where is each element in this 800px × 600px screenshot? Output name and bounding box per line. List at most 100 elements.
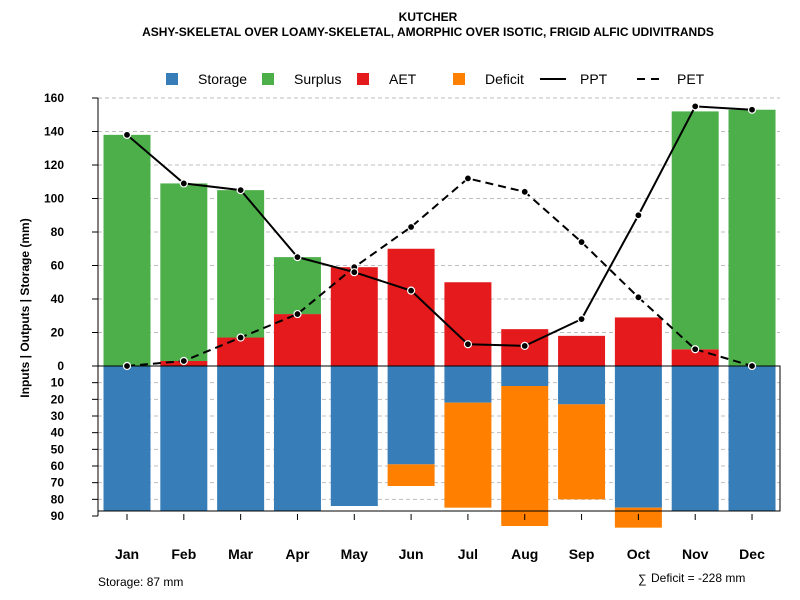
x-tick-label: Aug — [511, 546, 538, 562]
pet-legend-label: PET — [677, 71, 705, 87]
storage-bar — [728, 366, 776, 511]
surplus-bar — [728, 109, 776, 366]
surplus-bar — [671, 111, 719, 350]
ppt-point — [747, 105, 757, 114]
surplus-legend-swatch — [262, 73, 274, 85]
y-tick-label-lower: 50 — [51, 442, 65, 456]
pet-point — [122, 361, 132, 371]
x-tick-label: Nov — [682, 546, 709, 562]
storage-bar — [387, 366, 435, 465]
y-tick-label-upper: 120 — [44, 158, 64, 172]
axes: 0 20 40 60 80 100 120 140 160 10 20 30 40 50 60 70 80 90 J… — [44, 91, 765, 562]
ppt-point — [293, 253, 302, 262]
aet-bar — [558, 335, 606, 366]
ppt-legend-label: PPT — [580, 71, 608, 87]
ppt-point — [520, 341, 529, 350]
chart-title: KUTCHER — [399, 10, 458, 24]
x-tick-label: Sep — [569, 546, 595, 562]
ppt-point — [577, 315, 586, 324]
storage-bar — [273, 366, 321, 511]
aet-legend-swatch — [357, 73, 369, 85]
surplus-bar — [160, 183, 208, 361]
storage-bar — [614, 366, 662, 508]
x-tick-label: Jun — [399, 546, 424, 562]
ppt-point — [236, 186, 245, 195]
storage-bar — [217, 366, 265, 511]
y-tick-label-upper: 20 — [51, 326, 65, 340]
storage-bar — [103, 366, 151, 511]
aet-bar — [387, 248, 435, 366]
aet-bar — [671, 349, 719, 366]
ppt-point — [691, 102, 700, 111]
surplus-legend-label: Surplus — [294, 71, 341, 87]
y-tick-label-lower: 60 — [51, 459, 65, 473]
pet-point — [691, 345, 700, 354]
pet-point — [407, 222, 416, 232]
x-tick-label: Jul — [458, 546, 478, 562]
gridlines — [98, 97, 780, 500]
deficit-bar — [444, 402, 492, 508]
deficit-bar — [501, 386, 549, 526]
x-tick-label: Feb — [171, 546, 196, 562]
pet-point — [520, 187, 529, 196]
pet-point — [634, 293, 643, 302]
y-tick-label-lower: 90 — [51, 509, 65, 523]
x-tick-label: Dec — [739, 546, 765, 562]
aet-bar — [444, 282, 492, 366]
deficit-bar — [387, 464, 435, 486]
y-tick-label-lower: 10 — [51, 376, 65, 390]
y-tick-label-upper: 160 — [44, 91, 64, 105]
x-tick-label: Oct — [627, 546, 651, 562]
aet-legend-label: AET — [389, 71, 417, 87]
storage-footnote: Storage: 87 mm — [98, 575, 183, 589]
chart-subtitle: ASHY-SKELETAL OVER LOAMY-SKELETAL, AMORP… — [142, 25, 714, 39]
ppt-point — [350, 268, 359, 277]
ppt-point — [634, 211, 643, 220]
y-tick-label-lower: 80 — [51, 492, 65, 506]
aet-bar — [273, 314, 321, 366]
pet-point — [293, 309, 302, 319]
ppt-line — [126, 105, 753, 347]
ppt-point — [122, 130, 132, 139]
deficit-bar — [558, 404, 606, 500]
ppt-point — [407, 286, 416, 295]
sum-symbol: ∑ — [638, 572, 647, 586]
aet-bar — [217, 337, 265, 366]
y-tick-label-lower: 30 — [51, 409, 65, 423]
storage-legend-label: Storage — [198, 71, 247, 87]
y-tick-label-lower: 20 — [51, 392, 65, 406]
surplus-bar — [103, 134, 151, 366]
pet-point — [747, 361, 757, 371]
surplus-bar — [217, 190, 265, 338]
surplus-bar — [273, 257, 321, 315]
y-tick-label-upper: 100 — [44, 192, 64, 206]
pet-point — [463, 174, 473, 183]
bars — [103, 109, 776, 528]
y-tick-label-lower: 70 — [51, 476, 65, 490]
storage-bar — [160, 366, 208, 511]
legend: Storage Surplus AET Deficit PPT PET — [166, 71, 705, 87]
series-lines — [97, 102, 781, 512]
y-tick-label-upper: 140 — [44, 125, 64, 139]
storage-bar — [444, 366, 492, 403]
ppt-point — [179, 179, 188, 188]
pet-point — [179, 356, 188, 366]
pet-point — [577, 237, 586, 247]
x-tick-label: Jan — [115, 546, 139, 562]
y-tick-label-upper: 60 — [51, 259, 65, 273]
storage-legend-swatch — [166, 73, 178, 85]
y-axis-label: Inputs | Outputs | Storage (mm) — [18, 218, 32, 397]
y-tick-label-upper: 80 — [51, 225, 65, 239]
x-tick-label: May — [341, 546, 368, 562]
deficit-legend-label: Deficit — [485, 71, 524, 87]
aet-bar — [330, 267, 378, 366]
pet-point — [236, 333, 245, 342]
deficit-legend-swatch — [453, 73, 465, 85]
y-tick-label-upper: 40 — [51, 292, 65, 306]
y-tick-label-lower: 40 — [51, 426, 65, 440]
storage-bar — [330, 366, 378, 506]
ppt-point — [463, 340, 473, 349]
pet-line — [126, 177, 753, 367]
aet-bar — [614, 317, 662, 366]
